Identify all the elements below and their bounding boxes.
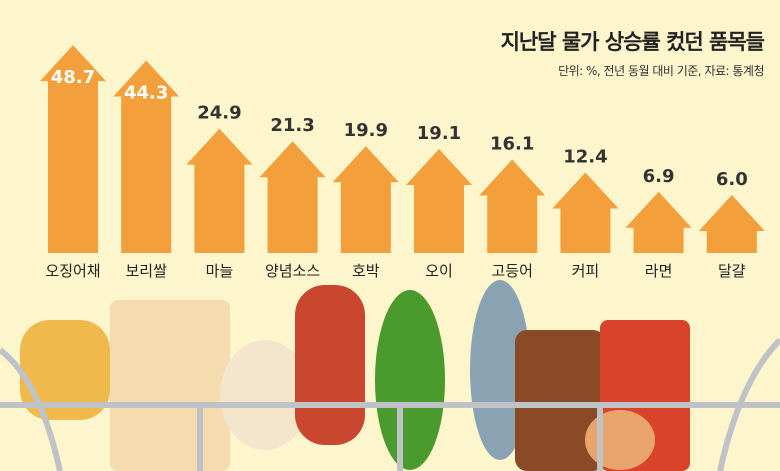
bar-호박 (332, 146, 399, 253)
bar-보리쌀 (113, 60, 180, 253)
sauce-bottle (295, 285, 365, 445)
garlic (220, 340, 310, 450)
category-label: 마늘 (206, 262, 234, 280)
value-label: 6.9 (643, 166, 675, 187)
value-label: 12.4 (563, 146, 607, 167)
category-label: 보리쌀 (125, 262, 167, 280)
bar-오이 (406, 148, 472, 253)
category-label: 오이 (425, 262, 453, 280)
bar-마늘 (186, 128, 253, 253)
bar-달걀 (698, 194, 765, 253)
bar-라면 (625, 191, 692, 253)
shopping-cart-illustration (0, 280, 780, 471)
value-label: 6.0 (716, 169, 748, 190)
egg (585, 410, 655, 470)
value-label: 16.1 (490, 133, 534, 154)
category-label: 양념소스 (265, 262, 320, 280)
category-label: 오징어채 (45, 262, 100, 280)
cucumber (375, 290, 445, 470)
coffee-jar (515, 330, 605, 471)
value-label: 19.9 (344, 120, 388, 141)
value-label: 19.1 (417, 123, 461, 144)
value-label: 44.3 (124, 83, 168, 104)
category-label: 커피 (572, 262, 600, 280)
value-label: 21.3 (270, 115, 314, 136)
category-label: 고등어 (491, 262, 532, 280)
bar-오징어채 (40, 45, 106, 253)
category-label: 달걀 (718, 262, 746, 280)
bar-양념소스 (259, 141, 326, 253)
category-label: 라면 (645, 262, 673, 280)
value-label: 24.9 (197, 103, 241, 124)
chart-subtitle: 단위: %, 전년 동월 대비 기준, 자료: 통계청 (558, 64, 764, 78)
bar-고등어 (479, 159, 546, 253)
noodles (20, 320, 110, 420)
category-label: 호박 (352, 262, 380, 280)
rice-bag (110, 300, 230, 471)
chart-title: 지난달 물가 상승률 컸던 품목들 (500, 30, 765, 54)
bar-커피 (552, 172, 619, 253)
cart-wire (0, 337, 780, 471)
value-label: 48.7 (51, 67, 95, 88)
